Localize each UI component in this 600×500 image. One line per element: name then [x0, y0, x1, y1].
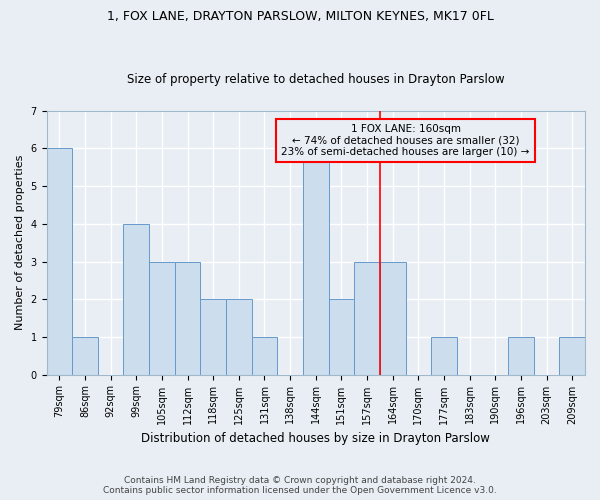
- Text: Contains HM Land Registry data © Crown copyright and database right 2024.
Contai: Contains HM Land Registry data © Crown c…: [103, 476, 497, 495]
- Bar: [508, 337, 534, 374]
- Text: 1 FOX LANE: 160sqm
← 74% of detached houses are smaller (32)
23% of semi-detache: 1 FOX LANE: 160sqm ← 74% of detached hou…: [281, 124, 530, 157]
- Text: 1, FOX LANE, DRAYTON PARSLOW, MILTON KEYNES, MK17 0FL: 1, FOX LANE, DRAYTON PARSLOW, MILTON KEY…: [107, 10, 493, 23]
- Bar: [303, 148, 329, 374]
- Bar: [124, 224, 149, 374]
- Bar: [329, 299, 354, 374]
- Bar: [72, 337, 98, 374]
- Bar: [559, 337, 585, 374]
- Bar: [354, 262, 380, 374]
- Y-axis label: Number of detached properties: Number of detached properties: [15, 155, 25, 330]
- Bar: [200, 299, 226, 374]
- Bar: [47, 148, 72, 374]
- Bar: [380, 262, 406, 374]
- Title: Size of property relative to detached houses in Drayton Parslow: Size of property relative to detached ho…: [127, 73, 505, 86]
- Bar: [251, 337, 277, 374]
- Bar: [226, 299, 251, 374]
- X-axis label: Distribution of detached houses by size in Drayton Parslow: Distribution of detached houses by size …: [142, 432, 490, 445]
- Bar: [431, 337, 457, 374]
- Bar: [149, 262, 175, 374]
- Bar: [175, 262, 200, 374]
